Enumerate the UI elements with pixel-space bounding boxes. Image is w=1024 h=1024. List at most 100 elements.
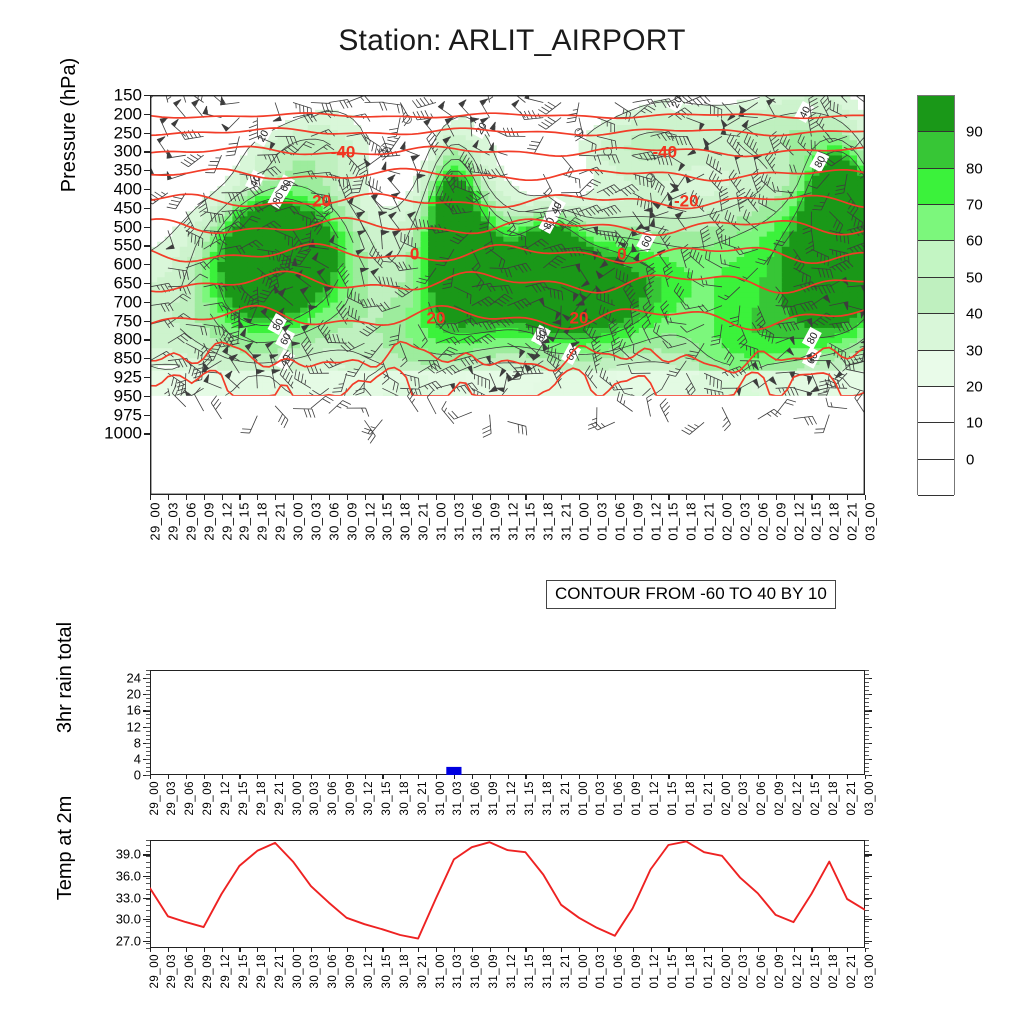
rain-plot-canvas — [446, 766, 462, 775]
value-tick-mark — [143, 919, 150, 921]
time-tick-label: 29_15 — [237, 781, 250, 816]
time-tick-mark — [614, 948, 616, 952]
colorbar-band — [918, 386, 954, 424]
minor-tick-right — [865, 910, 869, 912]
time-tick-label: 29_21 — [273, 781, 286, 816]
value-tick-label: 24 — [126, 670, 141, 686]
value-tick-label: 20 — [126, 686, 141, 702]
time-tick-label: 29_03 — [166, 954, 179, 989]
minor-tick — [146, 931, 150, 933]
colorbar-band — [918, 350, 954, 387]
time-tick-mark — [507, 948, 509, 952]
minor-tick-right — [865, 694, 869, 696]
pressure-tick-mark — [144, 226, 150, 228]
time-tick-mark — [203, 495, 205, 500]
minor-tick — [146, 742, 150, 744]
value-tick-mark — [143, 897, 150, 899]
time-tick-label: 30_00 — [290, 502, 306, 541]
time-tick-label: 01_06 — [612, 502, 628, 541]
time-tick-label: 29_09 — [202, 781, 215, 816]
time-tick-mark — [811, 948, 813, 952]
pressure-tick-label: 450 — [113, 198, 142, 218]
minor-tick — [146, 845, 150, 847]
pressure-tick-label: 925 — [113, 367, 142, 387]
time-tick-label: 31_21 — [559, 954, 572, 989]
minor-tick — [146, 674, 150, 676]
relative-humidity-colorbar: 90 80 70 60 50 40 30 20 10 0 — [917, 95, 983, 496]
minor-tick — [146, 702, 150, 704]
time-tick-mark — [525, 495, 527, 500]
time-tick-mark — [150, 775, 152, 779]
minor-tick-right — [865, 706, 869, 708]
pressure-tick-label: 1000 — [104, 423, 142, 443]
colorbar-band — [918, 132, 954, 169]
time-tick-mark — [453, 948, 456, 952]
minor-tick — [146, 730, 150, 732]
time-tick-mark — [704, 948, 706, 952]
pressure-tick-mark — [144, 414, 150, 416]
time-tick-label: 02_03 — [738, 781, 751, 816]
time-tick-mark — [704, 495, 706, 500]
time-tick-mark — [471, 948, 473, 952]
time-tick-label: 31_18 — [540, 502, 556, 541]
time-tick-mark — [775, 495, 777, 500]
value-tick-mark-right — [865, 897, 872, 899]
minor-tick-right — [865, 942, 869, 944]
time-tick-label: 01_21 — [701, 502, 717, 541]
page-title: Station: ARLIT_AIRPORT — [338, 24, 686, 57]
time-tick-label: 29_12 — [219, 502, 234, 541]
colorbar-tick-label: 90 — [966, 123, 983, 141]
minor-tick — [146, 762, 150, 764]
minor-tick-right — [865, 762, 869, 764]
time-tick-mark — [293, 948, 295, 952]
time-tick-label: 30_21 — [415, 502, 431, 541]
time-tick-label: 01_21 — [702, 954, 715, 989]
value-tick-mark — [143, 876, 150, 878]
time-tick-label: 31_03 — [452, 954, 465, 989]
time-tick-label: 29_09 — [202, 954, 215, 989]
minor-tick — [146, 678, 150, 680]
time-tick-mark — [453, 495, 456, 500]
time-tick-label: 02_15 — [808, 502, 824, 541]
minor-tick — [146, 899, 150, 901]
colorbar-tick-label: 20 — [966, 378, 983, 396]
pressure-tick-label: 950 — [113, 386, 142, 406]
time-tick-mark — [829, 495, 831, 500]
time-tick-label: 30_03 — [309, 954, 322, 989]
time-tick-label: 31_21 — [558, 502, 574, 541]
time-tick-mark — [739, 775, 742, 779]
time-tick-label: 01_00 — [576, 502, 592, 541]
time-tick-mark — [364, 775, 366, 779]
pressure-tick-label: 850 — [113, 348, 142, 368]
time-tick-mark — [400, 948, 402, 952]
minor-tick — [146, 694, 150, 696]
pressure-tick-mark — [144, 339, 150, 341]
time-tick-label: 02_03 — [738, 954, 751, 989]
time-tick-mark — [239, 775, 241, 779]
time-tick-label: 02_00 — [720, 781, 733, 816]
time-tick-mark — [489, 775, 491, 779]
minor-tick-right — [865, 738, 869, 740]
time-tick-label: 30_09 — [344, 502, 360, 541]
value-tick-mark-right — [865, 854, 872, 856]
minor-tick — [146, 775, 150, 776]
value-tick-mark-right — [865, 940, 872, 942]
time-tick-label: 02_21 — [844, 502, 860, 541]
time-tick-mark — [632, 948, 634, 952]
pressure-tick-label: 150 — [113, 85, 142, 105]
time-tick-label: 02_09 — [773, 502, 789, 541]
time-tick-mark — [471, 495, 473, 500]
time-tick-mark — [167, 775, 170, 779]
time-tick-label: 30_09 — [345, 954, 358, 989]
minor-tick-right — [865, 926, 869, 928]
minor-tick — [146, 686, 150, 688]
value-tick-mark — [143, 940, 150, 942]
minor-tick — [146, 714, 150, 716]
time-tick-label: 02_18 — [826, 502, 842, 541]
time-tick-mark — [221, 775, 223, 779]
minor-tick — [146, 770, 150, 772]
time-tick-mark — [722, 775, 724, 779]
minor-tick — [146, 948, 150, 949]
time-tick-mark — [382, 775, 384, 779]
time-tick-mark — [382, 495, 384, 500]
